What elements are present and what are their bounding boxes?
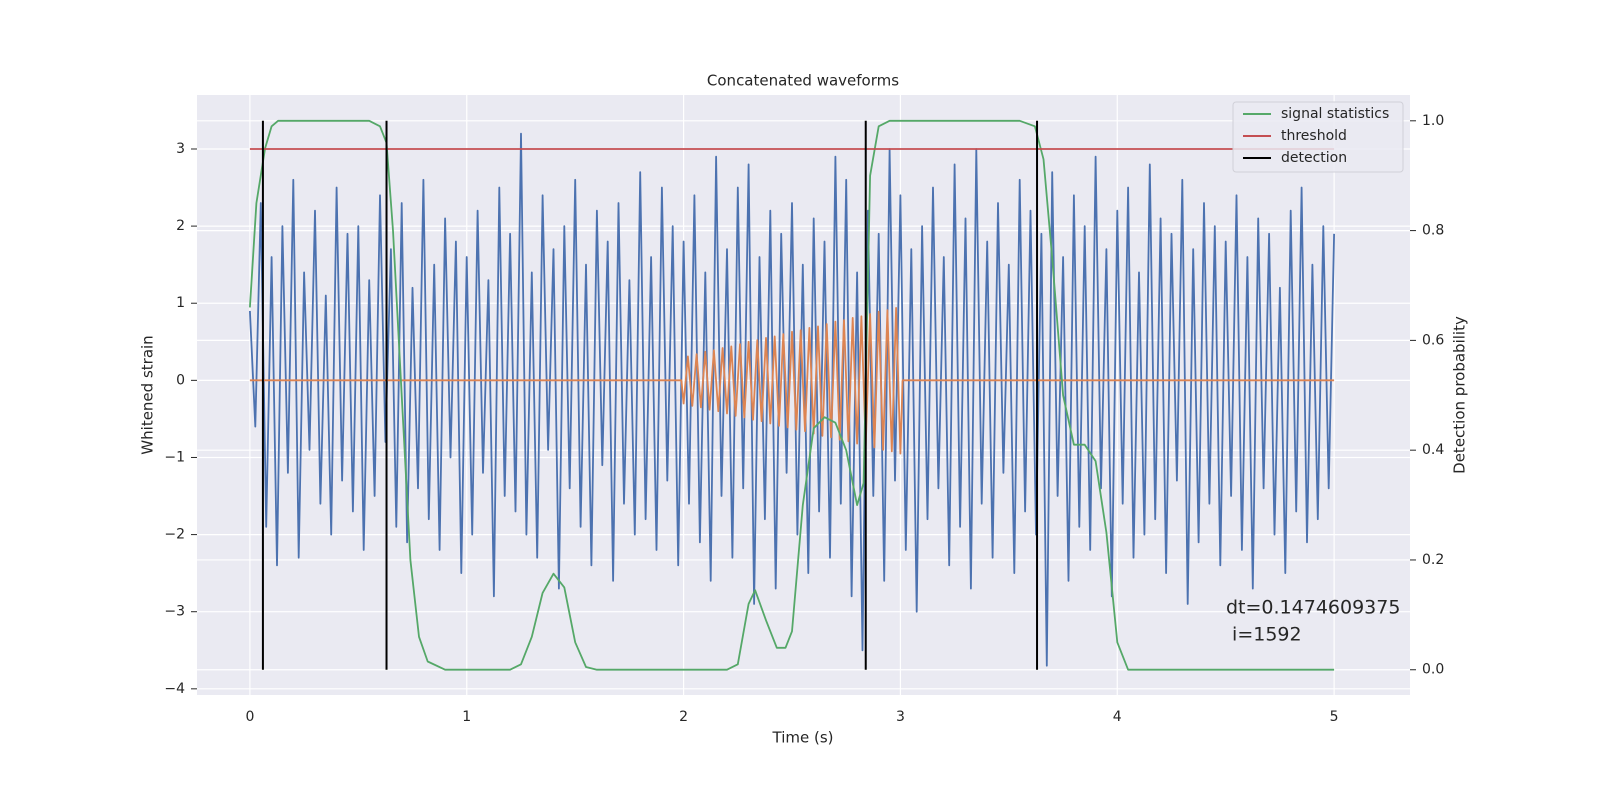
x-axis-label: Time (s) [772,729,834,747]
y2-tick-label: 0.8 [1422,223,1444,239]
y-tick-label: 3 [176,141,185,157]
y-tick-label: 1 [176,295,185,311]
series-line [249,307,1335,455]
series-line [249,132,1335,667]
x-tick-label: 5 [1330,709,1339,725]
x-tick-label: 2 [679,709,688,725]
chart-title: Concatenated waveforms [707,72,899,90]
y-tick-label: −1 [164,449,185,465]
y2-tick-label: 1.0 [1422,113,1444,129]
x-tick-label: 3 [896,709,905,725]
annotations: dt=0.1474609375 i=1592 [1226,597,1400,646]
legend-box [1232,101,1404,173]
series-line [249,119,1335,671]
y-tick-label: 2 [176,218,185,234]
annotation: dt=0.1474609375 [1226,597,1400,619]
y2-tick-label: 0.2 [1422,552,1444,568]
y2-tick-label: 0.4 [1422,442,1444,458]
x-tick-label: 0 [245,709,254,725]
y-tick-label: −2 [164,527,185,543]
y2-axis-label: Detection probability [1451,316,1469,474]
legend-label: threshold [1281,128,1347,144]
y-tick-label: −3 [164,604,185,620]
y-tick-label: 0 [176,372,185,388]
x-tick-label: 4 [1113,709,1122,725]
annotation: i=1592 [1226,624,1302,646]
marks [249,119,1335,671]
x-tick-label: 1 [462,709,471,725]
legend: signal statistics threshold detection [1232,101,1404,173]
y2-tick-label: 0.6 [1422,332,1444,348]
y-tick-label: −4 [164,681,185,697]
legend-label: detection [1281,150,1347,166]
y2-tick-label: 0.0 [1422,662,1444,678]
legend-label: signal statistics [1281,106,1389,122]
y-axis-label: Whitened strain [139,335,157,454]
